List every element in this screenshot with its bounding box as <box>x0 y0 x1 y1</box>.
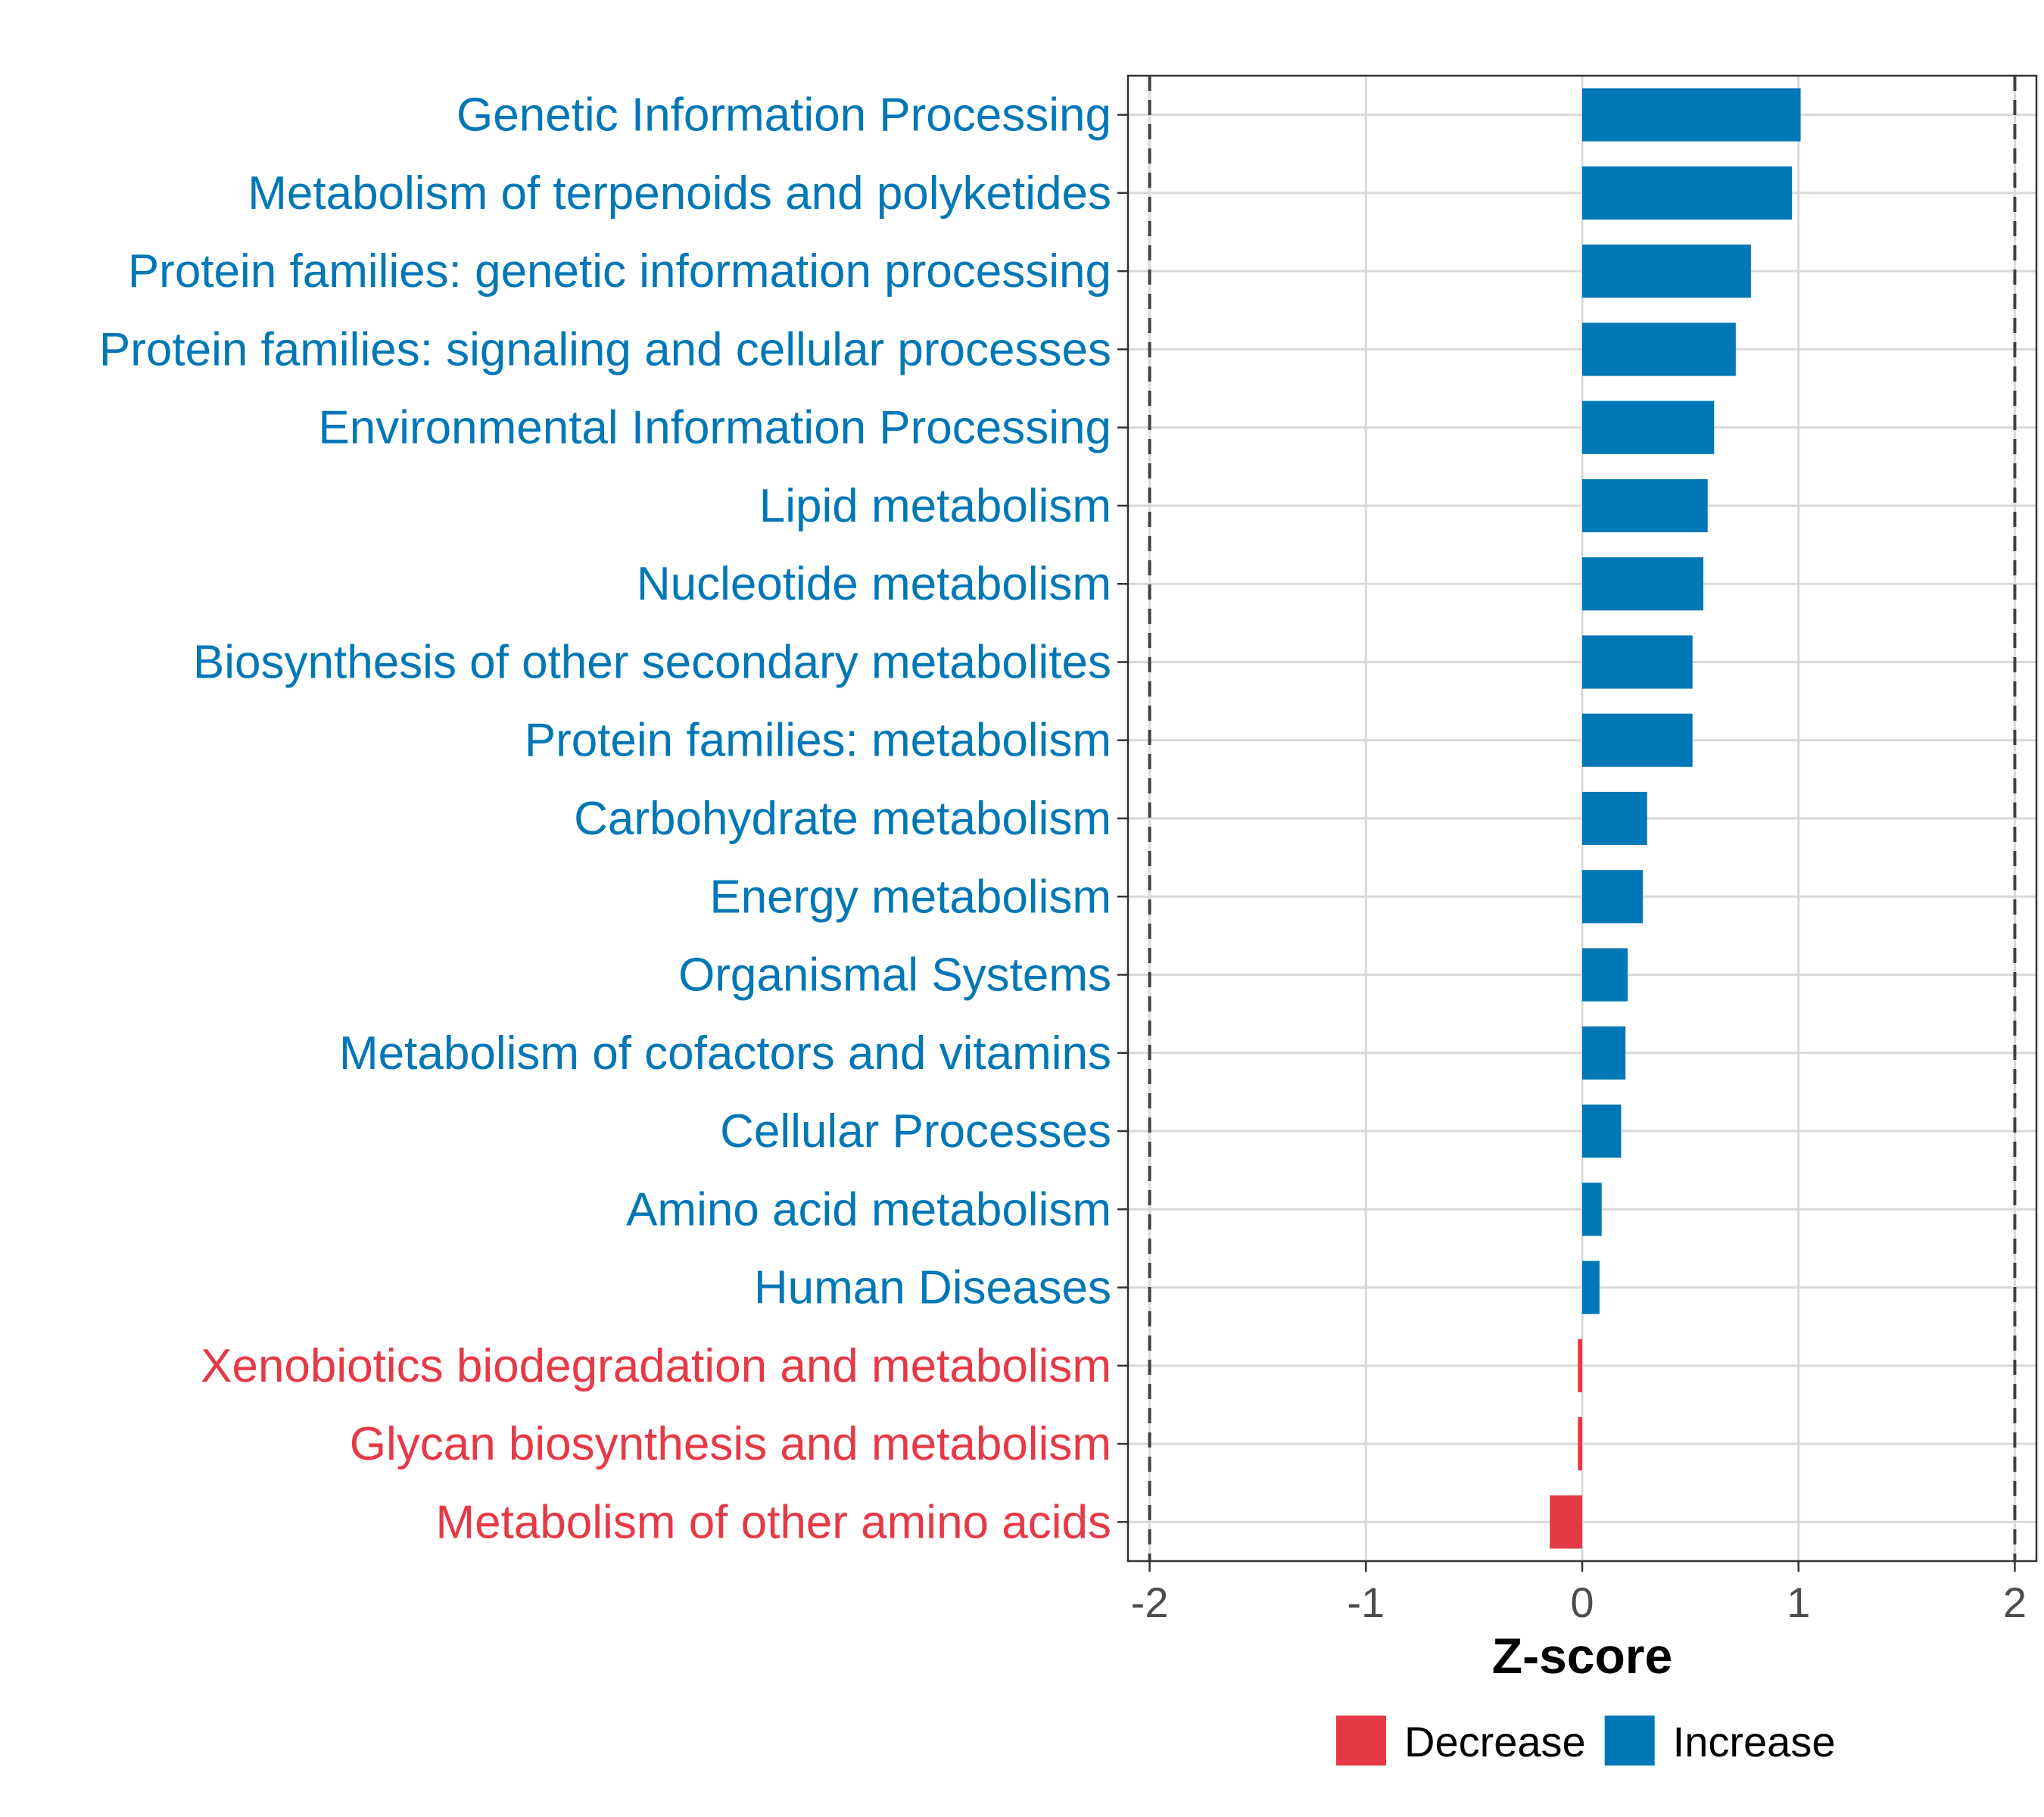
x-tick-label: 2 <box>2003 1579 2027 1626</box>
bar <box>1582 1104 1622 1158</box>
category-label: Cellular Processes <box>720 1105 1111 1158</box>
legend: Decrease Increase <box>1336 1716 1835 1766</box>
bar-layer <box>1550 88 1801 1549</box>
bar <box>1578 1417 1582 1471</box>
x-axis-title: Z-score <box>1492 1628 1672 1684</box>
bar <box>1578 1339 1582 1392</box>
category-label: Biosynthesis of other secondary metaboli… <box>193 636 1111 688</box>
category-label: Lipid metabolism <box>759 480 1111 532</box>
x-axis-ticks: -2 -1 0 1 2 <box>1131 1561 2027 1626</box>
bar <box>1582 713 1693 767</box>
x-tick-label: 0 <box>1570 1579 1594 1626</box>
bar <box>1582 557 1703 611</box>
bar <box>1582 166 1793 220</box>
reference-line-layer <box>1148 76 2017 1561</box>
category-label: Organismal Systems <box>678 949 1111 1002</box>
category-label: Protein families: signaling and cellular… <box>99 323 1111 376</box>
bar <box>1582 948 1628 1002</box>
legend-swatch <box>1336 1716 1386 1766</box>
category-label: Genetic Information Processing <box>456 89 1111 142</box>
category-label: Nucleotide metabolism <box>637 558 1111 610</box>
legend-swatch <box>1604 1716 1655 1766</box>
bar <box>1582 245 1751 298</box>
x-tick-label: -1 <box>1347 1579 1385 1626</box>
category-label: Amino acid metabolism <box>626 1183 1111 1236</box>
y-axis-ticks <box>1117 114 1128 1523</box>
category-label: Protein families: metabolism <box>525 715 1111 767</box>
bar <box>1582 323 1736 376</box>
category-labels: Genetic Information Processing Metabolism… <box>99 89 1111 1549</box>
legend-label: Increase <box>1673 1718 1836 1766</box>
category-label: Xenobiotics biodegradation and metabolis… <box>201 1340 1111 1392</box>
x-tick-label: 1 <box>1787 1579 1810 1626</box>
bar <box>1582 88 1801 142</box>
bar <box>1582 1261 1600 1314</box>
bar <box>1582 635 1693 689</box>
category-label: Metabolism of other amino acids <box>435 1496 1111 1548</box>
category-label: Energy metabolism <box>709 871 1111 923</box>
bar <box>1550 1495 1582 1549</box>
bar <box>1582 1183 1602 1236</box>
bar <box>1582 478 1708 533</box>
category-label: Human Diseases <box>754 1262 1111 1314</box>
category-label: Metabolism of terpenoids and polyketides <box>248 167 1111 220</box>
bar <box>1582 870 1643 924</box>
category-label: Glycan biosynthesis and metabolism <box>350 1418 1111 1470</box>
bar <box>1582 1026 1626 1080</box>
category-label: Carbohydrate metabolism <box>574 793 1111 845</box>
bar <box>1582 400 1715 454</box>
category-label: Metabolism of cofactors and vitamins <box>339 1027 1111 1080</box>
category-label: Environmental Information Processing <box>318 402 1111 454</box>
category-label: Protein families: genetic information pr… <box>128 245 1111 298</box>
legend-label: Decrease <box>1404 1718 1586 1766</box>
x-tick-label: -2 <box>1131 1579 1169 1626</box>
bar <box>1582 791 1647 846</box>
